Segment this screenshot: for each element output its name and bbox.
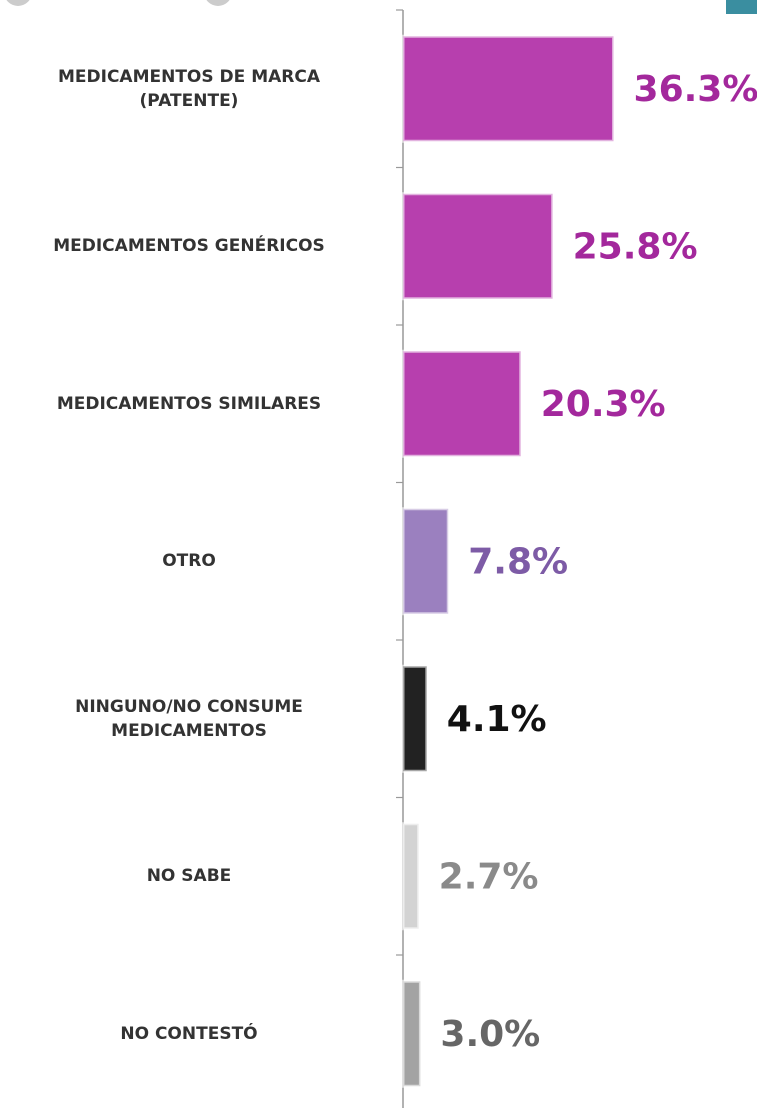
value-label: 7.8% <box>468 541 568 582</box>
category-label: MEDICAMENTOS DE MARCA (PATENTE) <box>57 66 320 111</box>
bar <box>401 507 450 616</box>
bar <box>401 34 616 143</box>
value-label: 25.8% <box>573 226 698 267</box>
value-label: 4.1% <box>447 699 547 740</box>
bar <box>401 664 429 773</box>
bar <box>401 349 523 458</box>
category-label: MEDICAMENTOS GENÉRICOS <box>53 236 325 257</box>
decor <box>726 0 757 14</box>
category-label: OTRO <box>162 551 216 572</box>
value-label: 20.3% <box>541 384 666 425</box>
decor <box>6 0 30 6</box>
category-label: MEDICAMENTOS SIMILARES <box>56 393 322 414</box>
bar <box>401 979 422 1088</box>
value-label: 36.3% <box>634 69 757 110</box>
decor <box>206 0 230 6</box>
value-label: 3.0% <box>440 1014 540 1055</box>
bar <box>401 192 555 301</box>
category-label: NINGUNO/NO CONSUME MEDICAMENTOS <box>75 696 303 741</box>
bar <box>401 822 421 931</box>
value-label: 2.7% <box>439 856 539 897</box>
category-label: NO SABE <box>146 866 232 887</box>
category-label: NO CONTESTÓ <box>120 1023 258 1044</box>
